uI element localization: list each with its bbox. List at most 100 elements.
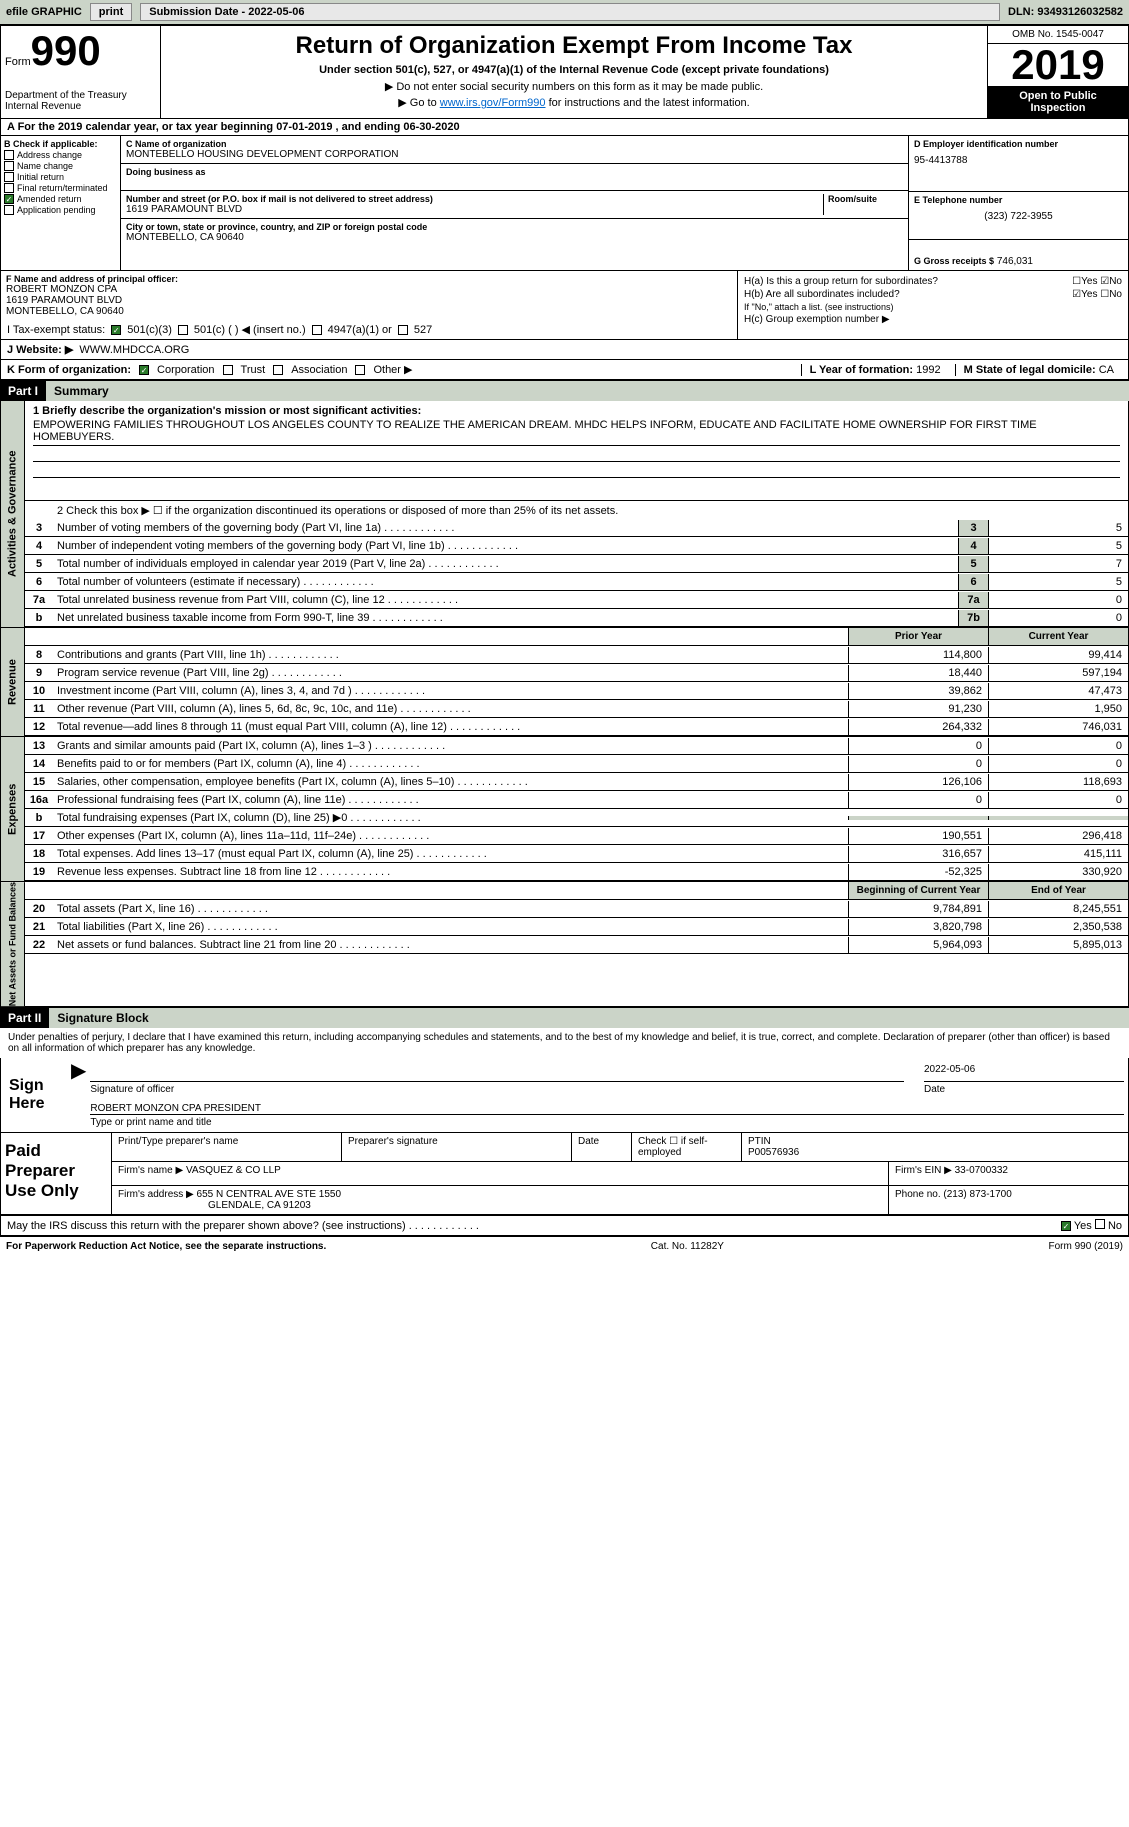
firm-addr1: 655 N CENTRAL AVE STE 1550: [197, 1189, 342, 1200]
prep-sig-label: Preparer's signature: [341, 1133, 571, 1161]
form-org-row: K Form of organization: ✓Corporation Tru…: [0, 360, 1129, 380]
city-state-zip: MONTEBELLO, CA 90640: [126, 232, 903, 243]
form-number: 990: [31, 27, 101, 74]
form-title: Return of Organization Exempt From Incom…: [171, 32, 977, 60]
officer-label: F Name and address of principal officer:: [6, 274, 732, 284]
final-checkbox[interactable]: [4, 183, 14, 193]
net-side-label: Net Assets or Fund Balances: [1, 882, 25, 1006]
org-name-label: C Name of organization: [126, 139, 903, 149]
irs-link[interactable]: www.irs.gov/Form990: [440, 97, 546, 109]
discuss-label: May the IRS discuss this return with the…: [7, 1220, 479, 1232]
revenue-section: Revenue Prior YearCurrent Year 8Contribu…: [0, 628, 1129, 737]
paid-prep-label: Paid Preparer Use Only: [1, 1133, 111, 1214]
street-address: 1619 PARAMOUNT BLVD: [126, 204, 823, 215]
firm-phone: (213) 873-1700: [943, 1189, 1011, 1200]
cat-no: Cat. No. 11282Y: [651, 1241, 724, 1252]
dept-treasury: Department of the Treasury: [5, 90, 156, 101]
form-subtitle: Under section 501(c), 527, or 4947(a)(1)…: [171, 64, 977, 76]
hc-label: H(c) Group exemption number ▶: [744, 314, 890, 325]
arrow-icon: ▶: [71, 1058, 86, 1132]
mission-label: 1 Briefly describe the organization's mi…: [33, 405, 1120, 417]
telephone: (323) 722-3955: [914, 211, 1123, 222]
sig-date-label: Date: [924, 1084, 1124, 1095]
part1-header: Part I Summary: [0, 380, 1129, 401]
domicile: CA: [1099, 364, 1114, 376]
footer: For Paperwork Reduction Act Notice, see …: [0, 1236, 1129, 1256]
sig-officer-label: Signature of officer: [90, 1084, 904, 1095]
form-word: Form: [5, 56, 31, 68]
part2-header: Part II Signature Block: [0, 1007, 1129, 1028]
year-formation: 1992: [916, 364, 940, 376]
other-checkbox[interactable]: [355, 365, 365, 375]
irs-label: Internal Revenue: [5, 101, 156, 112]
note-link: ▶ Go to www.irs.gov/Form990 for instruct…: [171, 96, 977, 109]
ein: 95-4413788: [914, 155, 1123, 166]
inspection-box: Open to Public Inspection: [988, 86, 1128, 118]
hb-label: H(b) Are all subordinates included?: [744, 289, 900, 300]
firm-name: VASQUEZ & CO LLP: [186, 1165, 281, 1176]
prep-name-label: Print/Type preparer's name: [111, 1133, 341, 1161]
assoc-checkbox[interactable]: [273, 365, 283, 375]
line2-text: 2 Check this box ▶ ☐ if the organization…: [53, 502, 1128, 519]
rev-side-label: Revenue: [1, 628, 25, 736]
mission-text: EMPOWERING FAMILIES THROUGHOUT LOS ANGEL…: [33, 419, 1120, 446]
dba-label: Doing business as: [126, 167, 903, 177]
top-bar: efile GRAPHIC print Submission Date - 20…: [0, 0, 1129, 25]
gov-side-label: Activities & Governance: [1, 401, 25, 627]
print-name-label: Type or print name and title: [90, 1117, 1124, 1128]
ptin: P00576936: [748, 1147, 1122, 1158]
website-url: WWW.MHDCCA.ORG: [79, 344, 189, 356]
501c3-checkbox[interactable]: ✓: [111, 325, 121, 335]
end-year-header: End of Year: [988, 882, 1128, 899]
sign-here-label: Sign Here: [1, 1058, 71, 1132]
sig-date: 2022-05-06: [924, 1064, 1124, 1082]
amended-checkbox[interactable]: ✓: [4, 194, 14, 204]
tax-year: 2019: [988, 44, 1128, 86]
addr-change-checkbox[interactable]: [4, 150, 14, 160]
current-year-header: Current Year: [988, 628, 1128, 645]
527-checkbox[interactable]: [398, 325, 408, 335]
initial-checkbox[interactable]: [4, 172, 14, 182]
expenses-section: Expenses 13Grants and similar amounts pa…: [0, 737, 1129, 882]
org-name: MONTEBELLO HOUSING DEVELOPMENT CORPORATI…: [126, 149, 903, 160]
501c-checkbox[interactable]: [178, 325, 188, 335]
period-row: A For the 2019 calendar year, or tax yea…: [0, 119, 1129, 136]
dln: DLN: 93493126032582: [1008, 6, 1123, 18]
paperwork-notice: For Paperwork Reduction Act Notice, see …: [6, 1241, 326, 1252]
identity-section: B Check if applicable: Address change Na…: [0, 136, 1129, 271]
city-label: City or town, state or province, country…: [126, 222, 903, 232]
self-emp-label: Check ☐ if self-employed: [631, 1133, 741, 1161]
gross-receipts: 746,031: [997, 256, 1033, 267]
prep-date-label: Date: [571, 1133, 631, 1161]
4947-checkbox[interactable]: [312, 325, 322, 335]
print-button[interactable]: print: [90, 3, 132, 21]
netassets-section: Net Assets or Fund Balances Beginning of…: [0, 882, 1129, 1007]
website-row: J Website: ▶ WWW.MHDCCA.ORG: [0, 340, 1129, 360]
officer-group-row: F Name and address of principal officer:…: [0, 271, 1129, 340]
tel-label: E Telephone number: [914, 195, 1123, 205]
efile-label: efile GRAPHIC: [6, 6, 82, 18]
corp-checkbox[interactable]: ✓: [139, 365, 149, 375]
officer-addr1: 1619 PARAMOUNT BLVD: [6, 295, 732, 306]
note-ssn: ▶ Do not enter social security numbers o…: [171, 80, 977, 93]
app-checkbox[interactable]: [4, 205, 14, 215]
gross-label: G Gross receipts $: [914, 256, 994, 266]
check-label: B Check if applicable:: [4, 139, 117, 149]
prior-year-header: Prior Year: [848, 628, 988, 645]
name-change-checkbox[interactable]: [4, 161, 14, 171]
officer-addr2: MONTEBELLO, CA 90640: [6, 306, 732, 317]
governance-section: Activities & Governance 1 Briefly descri…: [0, 401, 1129, 628]
penalties-text: Under penalties of perjury, I declare th…: [0, 1028, 1129, 1058]
discuss-yes-checkbox[interactable]: ✓: [1061, 1221, 1071, 1231]
ha-label: H(a) Is this a group return for subordin…: [744, 276, 938, 287]
trust-checkbox[interactable]: [223, 365, 233, 375]
officer-print-name: ROBERT MONZON CPA PRESIDENT: [90, 1103, 1124, 1115]
addr-label: Number and street (or P.O. box if mail i…: [126, 194, 823, 204]
begin-year-header: Beginning of Current Year: [848, 882, 988, 899]
exp-side-label: Expenses: [1, 737, 25, 881]
firm-ein: 33-0700332: [955, 1165, 1008, 1176]
discuss-no-checkbox[interactable]: [1095, 1219, 1105, 1229]
ein-label: D Employer identification number: [914, 139, 1123, 149]
form-version: Form 990 (2019): [1049, 1241, 1123, 1252]
room-label: Room/suite: [828, 194, 903, 204]
